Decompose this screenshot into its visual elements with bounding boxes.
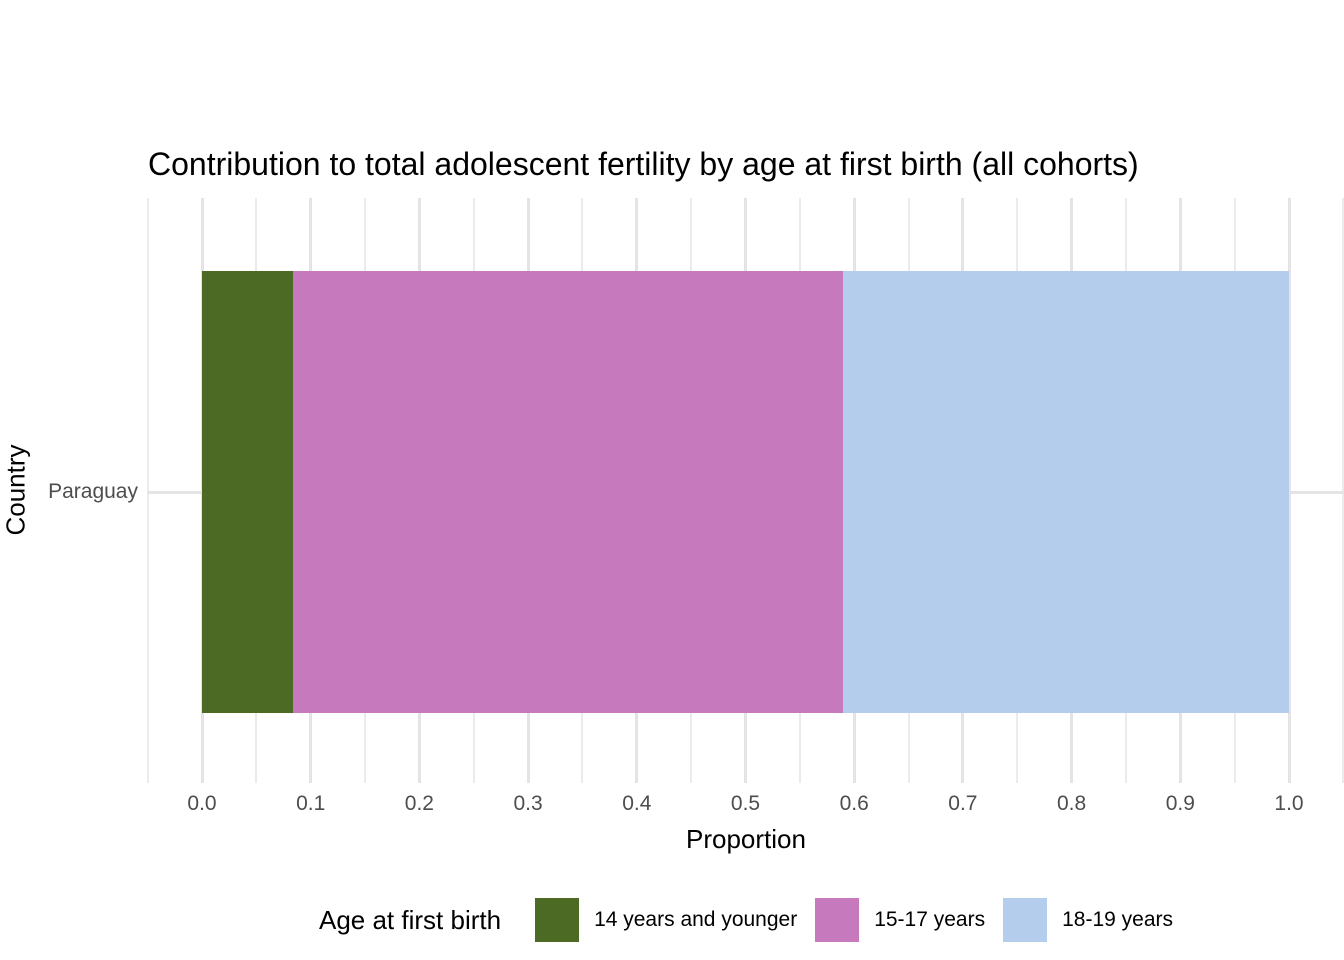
x-tick-label-0.8: 0.8 (1056, 792, 1087, 815)
y-axis-title: Country (0, 444, 31, 536)
legend-swatch (535, 898, 580, 942)
legend-item-18-19-years: 18-19 years (1003, 898, 1173, 942)
legend-label: 15-17 years (874, 908, 986, 931)
legend-label: 14 years and younger (594, 908, 798, 931)
x-tick-label-0.2: 0.2 (404, 792, 434, 815)
x-tick-label-0.7: 0.7 (948, 792, 978, 815)
x-tick-label-1.0: 1.0 (1274, 792, 1304, 815)
x-tick-label-0.0: 0.0 (187, 792, 217, 815)
legend-label: 18-19 years (1062, 908, 1174, 931)
x-axis-title: Proportion (686, 824, 806, 854)
x-tick-label-0.5: 0.5 (730, 792, 761, 815)
gridline-minor (146, 198, 149, 783)
legend-swatch (815, 898, 860, 942)
legend: Age at first birth 14 years and younger 1… (148, 895, 1344, 945)
stacked-bar-paraguay (202, 271, 1289, 713)
plot-panel (146, 198, 1344, 783)
x-tick-label-0.6: 0.6 (839, 792, 869, 815)
legend-item-14-years-and-younger: 14 years and younger (535, 898, 797, 942)
x-tick-label-0.9: 0.9 (1165, 792, 1195, 815)
y-tick-label-paraguay: Paraguay (48, 480, 138, 503)
legend-title: Age at first birth (318, 904, 502, 935)
bar-segment-14-years-and-younger (202, 271, 294, 713)
legend-swatch (1003, 898, 1048, 942)
bar-segment-15-17-years (293, 271, 844, 713)
x-tick-label-0.1: 0.1 (296, 792, 326, 815)
legend-item-15-17-years: 15-17 years (815, 898, 985, 942)
x-tick-label-0.3: 0.3 (513, 792, 543, 815)
bar-segment-18-19-years (843, 271, 1289, 713)
x-tick-label-0.4: 0.4 (622, 792, 652, 815)
chart-title: Contribution to total adolescent fertili… (148, 146, 1139, 182)
